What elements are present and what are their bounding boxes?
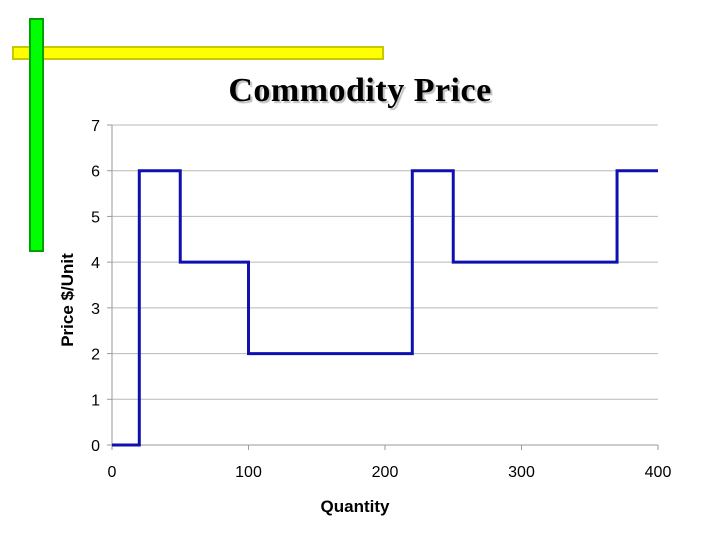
y-tick-label-2: 2: [91, 347, 100, 364]
y-tick-label-0: 0: [91, 438, 100, 455]
axes: [107, 124, 659, 450]
decorative-yellow-bar: [12, 46, 384, 60]
chart-title: Commodity Price: [0, 74, 720, 108]
x-tick-label-300: 300: [508, 464, 535, 481]
x-tick-label-100: 100: [235, 464, 262, 481]
x-tick-label-0: 0: [108, 464, 117, 481]
y-tick-label-5: 5: [91, 209, 100, 226]
decorative-green-bar: [29, 18, 44, 252]
y-tick-label-7: 7: [91, 118, 100, 135]
x-tick-label-400: 400: [645, 464, 672, 481]
series-lines: [112, 169, 658, 447]
y-axis-label: Price $/Unit: [58, 253, 77, 347]
tick-labels: 0 1 2 3 4 5 6 7 0 100 200 300 400: [91, 118, 671, 481]
x-axis-label: Quantity: [321, 497, 390, 516]
x-tick-label-200: 200: [372, 464, 399, 481]
y-tick-label-1: 1: [91, 392, 100, 409]
y-tick-label-4: 4: [91, 255, 100, 272]
chart-title-text: Commodity Price: [228, 72, 492, 109]
axis-labels: Quantity Price $/Unit: [58, 253, 390, 516]
series-line-0: [112, 169, 658, 447]
y-tick-label-6: 6: [91, 164, 100, 181]
y-tick-label-3: 3: [91, 301, 100, 318]
